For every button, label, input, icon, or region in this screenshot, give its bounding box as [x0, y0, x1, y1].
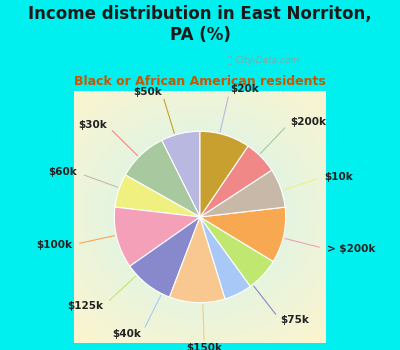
Text: $50k: $50k	[133, 87, 162, 97]
Text: $150k: $150k	[186, 343, 222, 350]
Text: $30k: $30k	[78, 120, 106, 130]
Wedge shape	[162, 131, 200, 217]
Text: $100k: $100k	[36, 240, 72, 250]
Wedge shape	[200, 131, 248, 217]
Wedge shape	[200, 217, 273, 286]
Wedge shape	[115, 175, 200, 217]
Text: $10k: $10k	[325, 172, 353, 182]
Text: $40k: $40k	[113, 329, 142, 339]
Wedge shape	[200, 146, 272, 217]
Wedge shape	[125, 140, 200, 217]
Wedge shape	[200, 207, 286, 261]
Text: $200k: $200k	[290, 117, 326, 127]
Text: $60k: $60k	[48, 167, 77, 177]
Text: > $200k: > $200k	[327, 244, 376, 254]
Text: $20k: $20k	[230, 84, 259, 94]
Text: Income distribution in East Norriton,
PA (%): Income distribution in East Norriton, PA…	[28, 5, 372, 44]
Text: $75k: $75k	[280, 315, 309, 326]
Wedge shape	[170, 217, 225, 303]
Text: $125k: $125k	[68, 301, 104, 311]
Wedge shape	[200, 217, 250, 299]
Wedge shape	[200, 170, 285, 217]
Wedge shape	[114, 207, 200, 266]
Text: ⓘ City-Data.com: ⓘ City-Data.com	[226, 56, 299, 65]
Wedge shape	[130, 217, 200, 297]
Text: Black or African American residents: Black or African American residents	[74, 75, 326, 88]
